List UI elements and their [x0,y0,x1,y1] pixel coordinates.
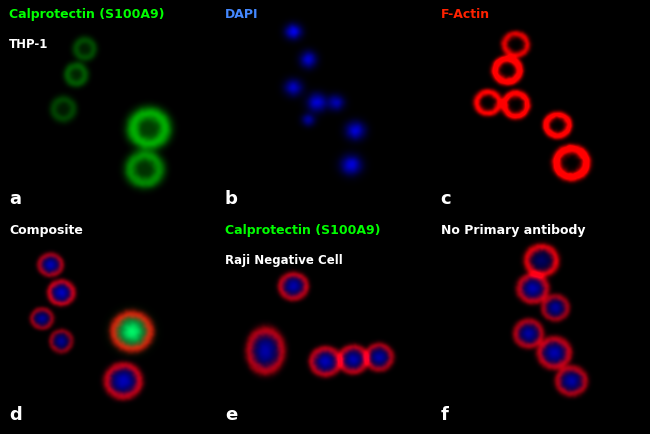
Text: b: b [225,190,238,207]
Text: F-Actin: F-Actin [441,8,489,21]
Text: Composite: Composite [9,224,83,237]
Text: Calprotectin (S100A9): Calprotectin (S100A9) [9,8,164,21]
Text: THP-1: THP-1 [9,38,48,51]
Text: d: d [9,406,21,424]
Text: a: a [9,190,21,207]
Text: No Primary antibody: No Primary antibody [441,224,585,237]
Text: Raji Negative Cell: Raji Negative Cell [225,254,343,267]
Text: e: e [225,406,237,424]
Text: DAPI: DAPI [225,8,258,21]
Text: c: c [441,190,451,207]
Text: f: f [441,406,448,424]
Text: Calprotectin (S100A9): Calprotectin (S100A9) [225,224,380,237]
